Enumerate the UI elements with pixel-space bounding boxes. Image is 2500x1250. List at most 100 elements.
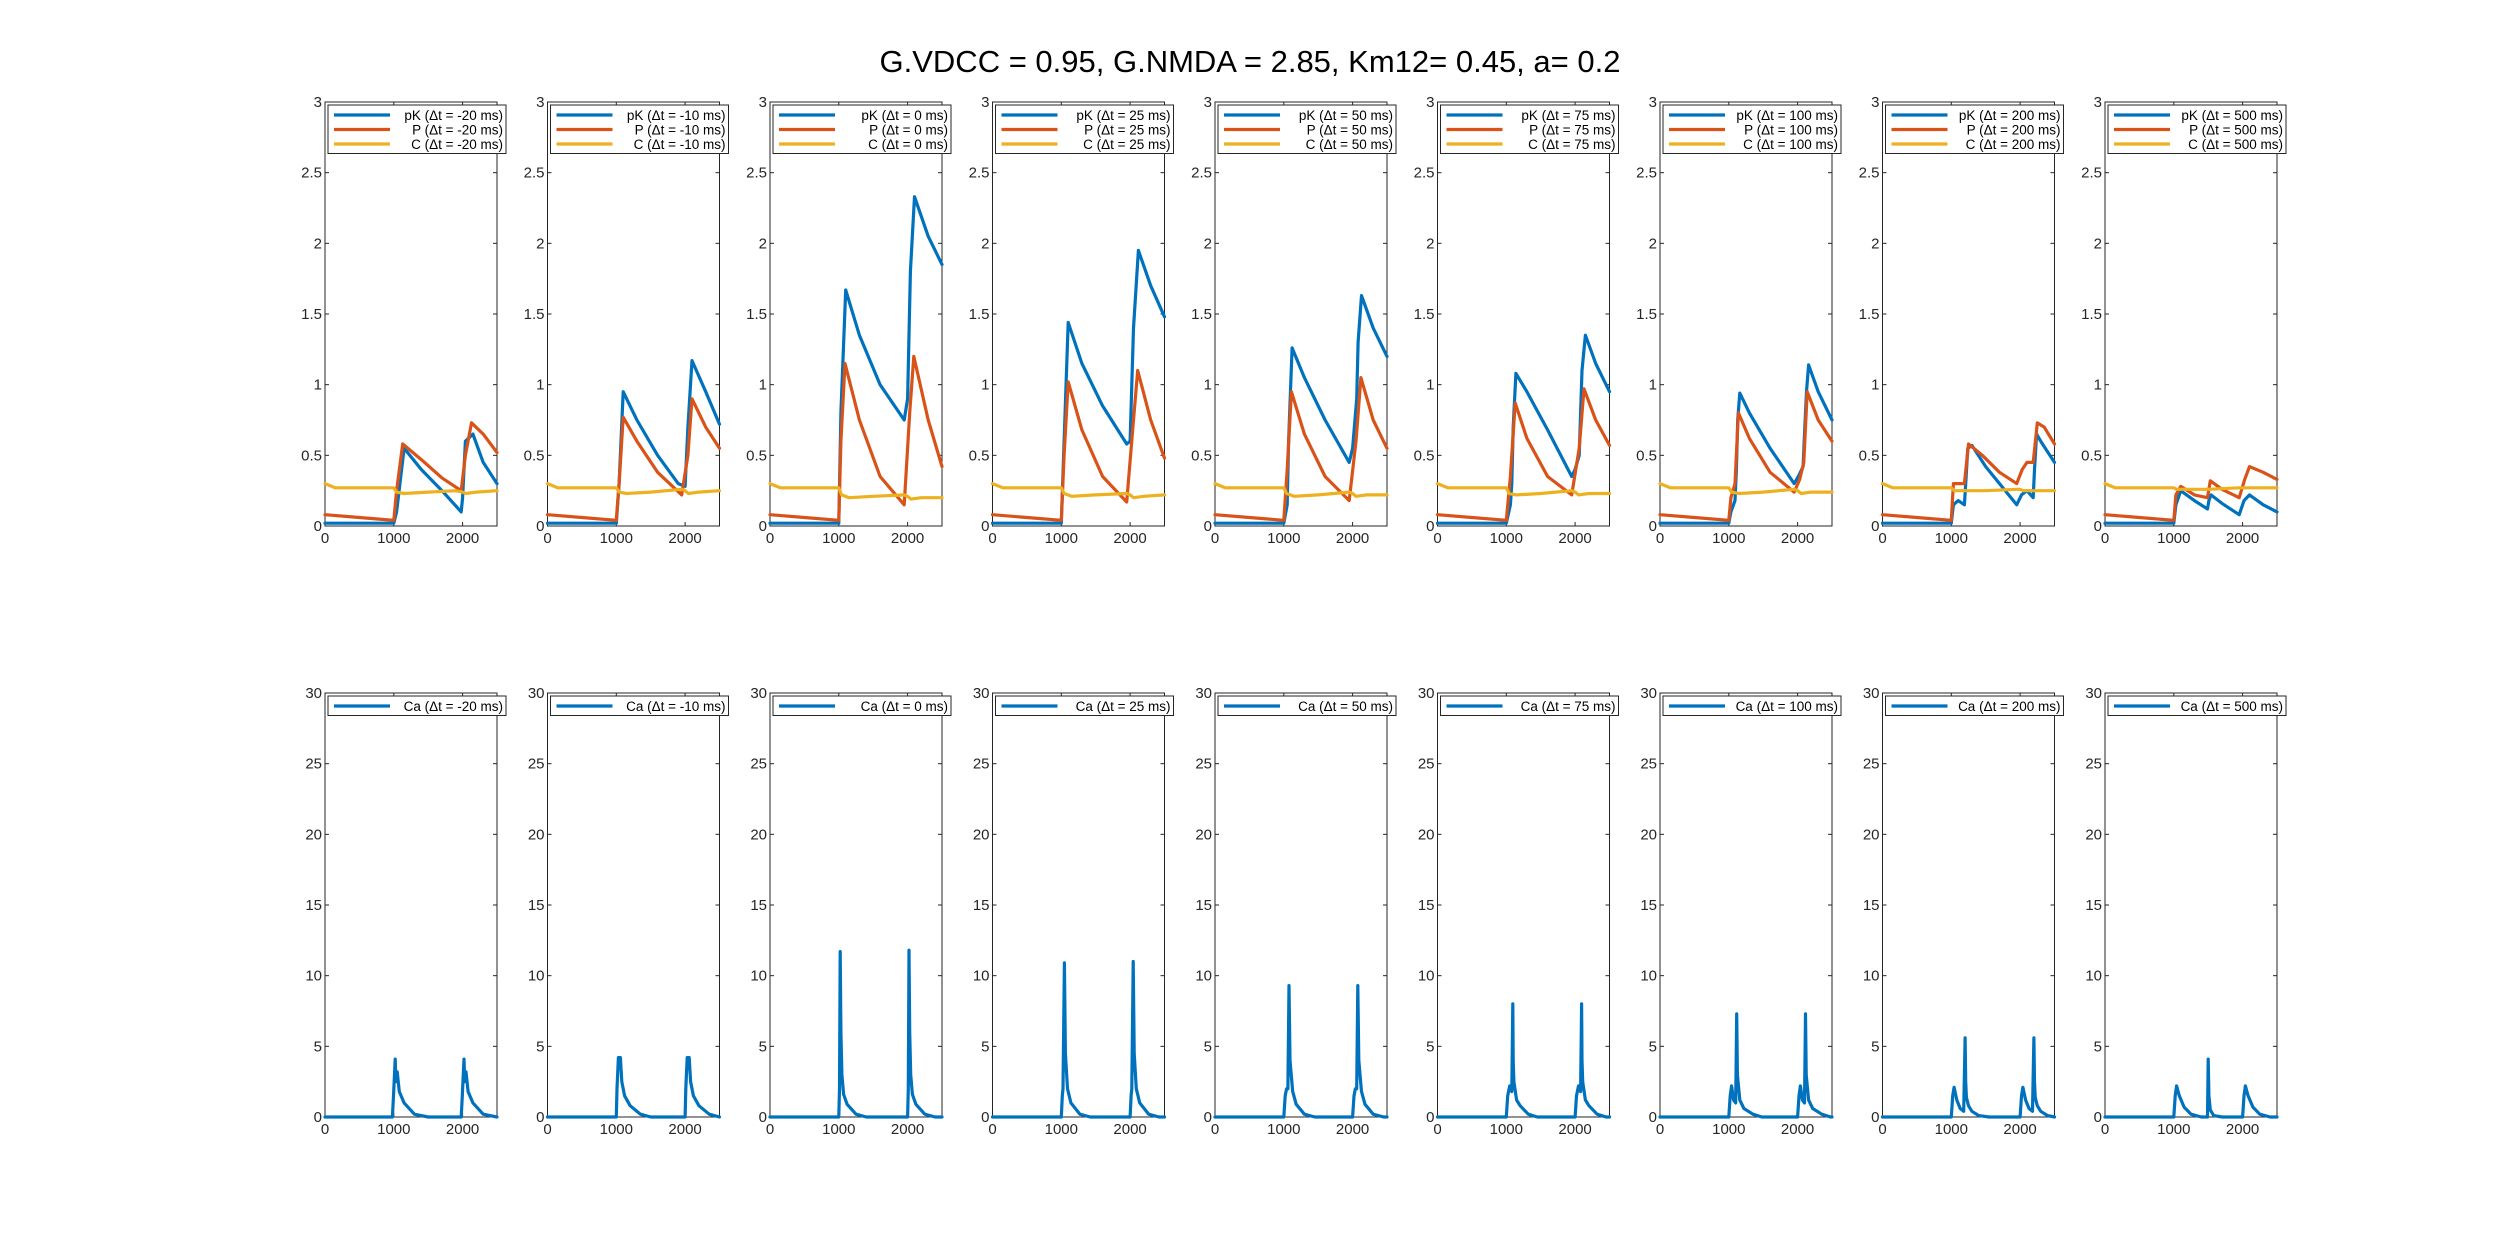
legend: pK (Δt = 500 ms)P (Δt = 500 ms)C (Δt = 5… bbox=[2107, 104, 2287, 154]
y-tick-label: 2.5 bbox=[2081, 165, 2102, 182]
bottom-axes-8: 0 5 10 15 20 25 30 0 1000 2000 Ca (Δt = 500 ms) bbox=[2085, 685, 2287, 1138]
legend-label: P (Δt = -10 ms) bbox=[635, 123, 726, 138]
y-tick-label: 2.5 bbox=[1859, 165, 1880, 182]
top-axes-5: 0 0.5 1 1.5 2 2.5 3 0 1000 2000 pK (Δt = 75 ms)P (… bbox=[1414, 94, 1619, 547]
x-tick-label: 0 bbox=[1656, 1121, 1664, 1138]
y-tick-label: 25 bbox=[1418, 756, 1435, 773]
y-tick-label: 0 bbox=[1426, 518, 1434, 535]
legend-label: pK (Δt = 100 ms) bbox=[1736, 108, 1838, 123]
legend: pK (Δt = 200 ms)P (Δt = 200 ms)C (Δt = 2… bbox=[1885, 104, 2064, 154]
legend: Ca (Δt = -20 ms) bbox=[327, 695, 507, 716]
series-line bbox=[768, 354, 944, 522]
x-tick-label: 1000 bbox=[1490, 530, 1523, 547]
top-axes-1: 0 0.5 1 1.5 2 2.5 3 0 1000 2000 pK (Δt = -10 ms)P … bbox=[524, 94, 729, 547]
y-tick-label: 0.5 bbox=[969, 447, 990, 464]
y-tick-label: 30 bbox=[973, 685, 990, 702]
series-line bbox=[1880, 432, 2057, 525]
y-tick-label: 15 bbox=[2085, 897, 2102, 914]
x-tick-label: 2000 bbox=[2003, 530, 2036, 547]
x-tick-label: 0 bbox=[543, 1121, 551, 1138]
legend-label: pK (Δt = 75 ms) bbox=[1521, 108, 1615, 123]
y-tick-label: 30 bbox=[750, 685, 767, 702]
series-line bbox=[1880, 482, 2057, 493]
y-tick-label: 0 bbox=[1204, 518, 1212, 535]
axes-box bbox=[992, 101, 1165, 527]
series-line bbox=[1213, 983, 1389, 1119]
series-line bbox=[1435, 387, 1612, 522]
axes-box bbox=[2104, 692, 2278, 1118]
y-tick-label: 15 bbox=[973, 897, 990, 914]
series-line bbox=[323, 1057, 499, 1119]
y-tick-label: 2 bbox=[981, 235, 989, 252]
axes-box bbox=[1437, 692, 1610, 1118]
legend: Ca (Δt = 75 ms) bbox=[1440, 695, 1619, 716]
x-tick-label: 0 bbox=[2101, 1121, 2109, 1138]
y-tick-label: 3 bbox=[759, 94, 767, 111]
x-tick-label: 1000 bbox=[1490, 1121, 1523, 1138]
y-tick-label: 2.5 bbox=[746, 165, 767, 182]
legend-label: Ca (Δt = 500 ms) bbox=[2181, 699, 2283, 714]
x-tick-label: 0 bbox=[988, 1121, 996, 1138]
x-tick-label: 2000 bbox=[1558, 1121, 1591, 1138]
figure-title: G.VDCC = 0.95, G.NMDA = 2.85, Km12= 0.45… bbox=[879, 44, 1621, 79]
legend-label: pK (Δt = -10 ms) bbox=[627, 108, 726, 123]
axes-box bbox=[769, 101, 943, 527]
y-tick-label: 10 bbox=[750, 968, 767, 985]
y-tick-label: 0 bbox=[314, 1109, 322, 1126]
y-tick-label: 25 bbox=[2085, 756, 2102, 773]
top-axes-3: 0 0.5 1 1.5 2 2.5 3 0 1000 2000 pK (Δt = 25 ms)P (… bbox=[969, 94, 1174, 547]
y-tick-label: 2.5 bbox=[1414, 165, 1435, 182]
axes-box bbox=[1214, 692, 1388, 1118]
x-tick-label: 2000 bbox=[1781, 530, 1814, 547]
x-tick-label: 1000 bbox=[822, 1121, 855, 1138]
y-tick-label: 3 bbox=[1204, 94, 1212, 111]
legend-label: Ca (Δt = -10 ms) bbox=[626, 699, 725, 714]
y-tick-label: 0.5 bbox=[301, 447, 322, 464]
y-tick-label: 2 bbox=[759, 235, 767, 252]
y-tick-label: 1.5 bbox=[1414, 306, 1435, 323]
x-tick-label: 2000 bbox=[1558, 530, 1591, 547]
x-tick-label: 2000 bbox=[2226, 1121, 2259, 1138]
legend-label: pK (Δt = -20 ms) bbox=[404, 108, 503, 123]
y-tick-label: 0.5 bbox=[524, 447, 545, 464]
y-tick-label: 20 bbox=[1418, 826, 1435, 843]
y-tick-label: 10 bbox=[1195, 968, 1212, 985]
y-tick-label: 30 bbox=[1863, 685, 1880, 702]
y-tick-label: 1.5 bbox=[969, 306, 990, 323]
axes-box bbox=[769, 692, 943, 1118]
series-line bbox=[2103, 1057, 2279, 1119]
y-tick-label: 2.5 bbox=[1636, 165, 1657, 182]
axes-box bbox=[1437, 101, 1610, 527]
x-tick-label: 1000 bbox=[1267, 530, 1300, 547]
y-tick-label: 3 bbox=[2094, 94, 2102, 111]
y-tick-label: 2 bbox=[314, 235, 322, 252]
y-tick-label: 30 bbox=[1195, 685, 1212, 702]
y-tick-label: 1 bbox=[1426, 377, 1434, 394]
bottom-axes-5: 0 5 10 15 20 25 30 0 1000 2000 Ca (Δt = 75 ms) bbox=[1418, 685, 1619, 1138]
y-tick-label: 5 bbox=[1204, 1038, 1212, 1055]
y-tick-label: 2 bbox=[1871, 235, 1879, 252]
x-tick-label: 1000 bbox=[2157, 1121, 2190, 1138]
x-tick-label: 0 bbox=[1656, 530, 1664, 547]
y-tick-label: 10 bbox=[1640, 968, 1657, 985]
y-tick-label: 0.5 bbox=[1191, 447, 1212, 464]
y-tick-label: 25 bbox=[1863, 756, 1880, 773]
series-line bbox=[1658, 482, 1834, 496]
x-tick-label: 2000 bbox=[891, 1121, 924, 1138]
axes-box bbox=[547, 692, 720, 1118]
y-tick-label: 0 bbox=[536, 1109, 544, 1126]
x-tick-label: 1000 bbox=[1712, 1121, 1745, 1138]
y-tick-label: 2 bbox=[1426, 235, 1434, 252]
legend-label: Ca (Δt = 0 ms) bbox=[861, 699, 948, 714]
bottom-axes-4: 0 5 10 15 20 25 30 0 1000 2000 Ca (Δt = 50 ms) bbox=[1195, 685, 1397, 1138]
y-tick-label: 20 bbox=[750, 826, 767, 843]
y-tick-label: 1.5 bbox=[1859, 306, 1880, 323]
y-tick-label: 5 bbox=[1426, 1038, 1434, 1055]
y-tick-label: 0 bbox=[759, 518, 767, 535]
y-tick-label: 2.5 bbox=[301, 165, 322, 182]
y-tick-label: 10 bbox=[528, 968, 545, 985]
x-tick-label: 2000 bbox=[668, 1121, 701, 1138]
y-tick-label: 20 bbox=[1863, 826, 1880, 843]
y-tick-label: 30 bbox=[305, 685, 322, 702]
